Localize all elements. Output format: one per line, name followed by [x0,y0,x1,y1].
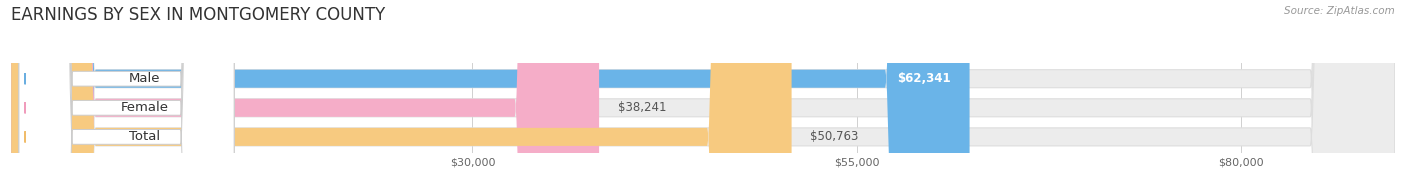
Text: $38,241: $38,241 [617,101,666,114]
FancyBboxPatch shape [18,0,235,196]
FancyBboxPatch shape [18,0,235,196]
Text: Male: Male [129,72,160,85]
Text: $62,341: $62,341 [897,72,950,85]
Text: Source: ZipAtlas.com: Source: ZipAtlas.com [1284,6,1395,16]
FancyBboxPatch shape [11,0,1395,196]
FancyBboxPatch shape [11,0,792,196]
Text: Total: Total [129,130,160,143]
FancyBboxPatch shape [11,0,599,196]
FancyBboxPatch shape [18,0,235,196]
Text: Female: Female [121,101,169,114]
FancyBboxPatch shape [11,0,1395,196]
Text: EARNINGS BY SEX IN MONTGOMERY COUNTY: EARNINGS BY SEX IN MONTGOMERY COUNTY [11,6,385,24]
Text: $50,763: $50,763 [810,130,859,143]
FancyBboxPatch shape [11,0,1395,196]
FancyBboxPatch shape [11,0,970,196]
